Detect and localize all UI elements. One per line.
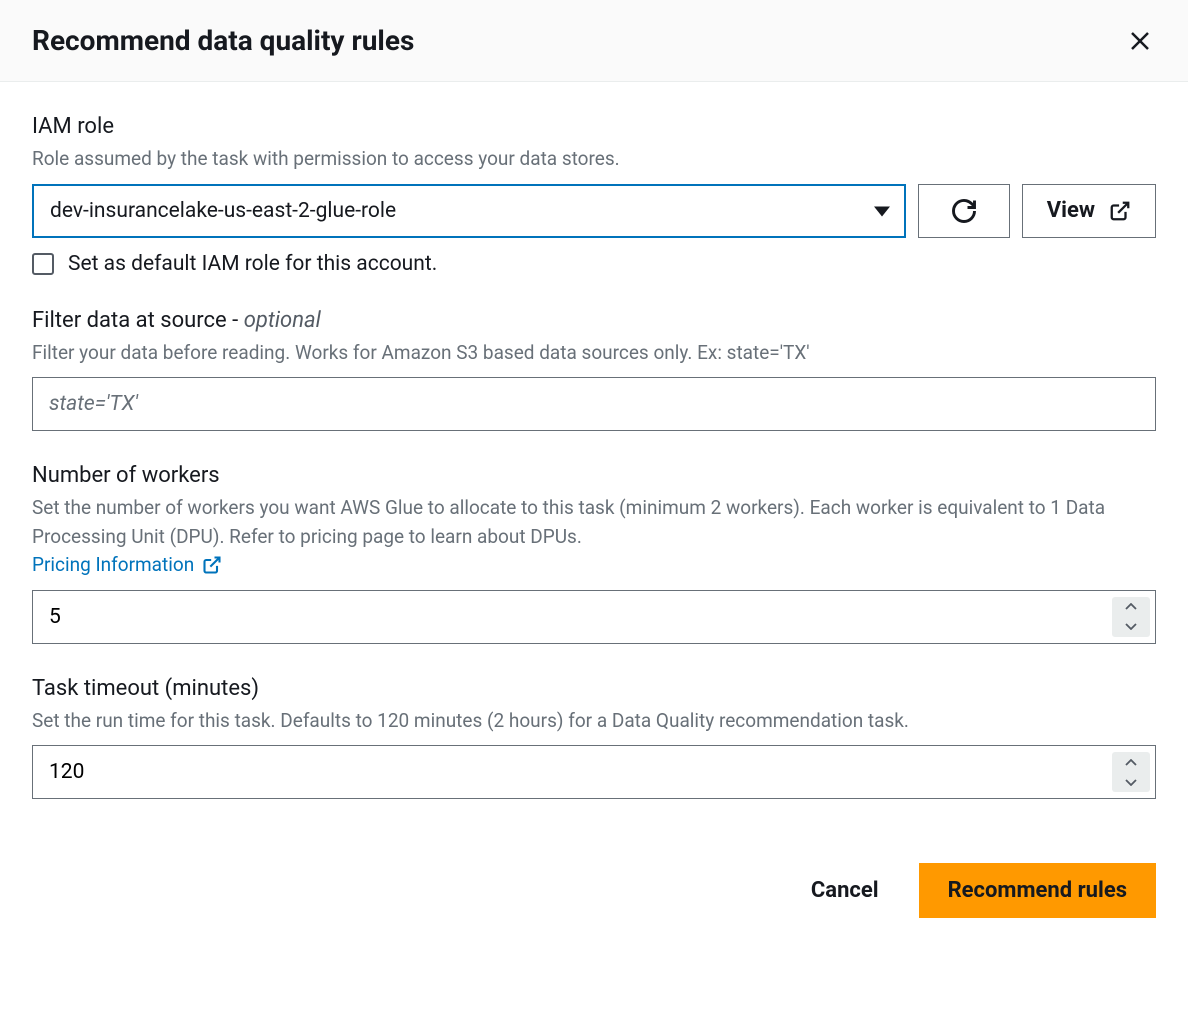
chevron-down-icon <box>1125 779 1137 786</box>
default-role-checkbox-label: Set as default IAM role for this account… <box>68 252 437 276</box>
chevron-up-icon <box>1125 603 1137 610</box>
workers-input[interactable] <box>32 590 1156 644</box>
filter-hint: Filter your data before reading. Works f… <box>32 339 1156 368</box>
timeout-group: Task timeout (minutes) Set the run time … <box>32 676 1156 800</box>
iam-role-hint: Role assumed by the task with permission… <box>32 145 1156 174</box>
workers-input-wrapper <box>32 590 1156 644</box>
timeout-hint: Set the run time for this task. Defaults… <box>32 707 1156 736</box>
view-button[interactable]: View <box>1022 184 1156 238</box>
external-link-icon <box>202 555 222 575</box>
workers-hint-text: Set the number of workers you want AWS G… <box>32 496 1105 548</box>
chevron-up-icon <box>1125 759 1137 766</box>
default-role-checkbox-row: Set as default IAM role for this account… <box>32 252 1156 276</box>
default-role-checkbox[interactable] <box>32 253 54 275</box>
workers-hint: Set the number of workers you want AWS G… <box>32 494 1156 580</box>
pricing-link[interactable]: Pricing Information <box>32 551 222 580</box>
refresh-button[interactable] <box>918 184 1010 238</box>
workers-step-down[interactable] <box>1112 617 1150 637</box>
chevron-down-icon <box>1125 623 1137 630</box>
dialog-content: IAM role Role assumed by the task with p… <box>0 82 1188 863</box>
external-link-icon <box>1109 200 1131 222</box>
timeout-step-down[interactable] <box>1112 772 1150 792</box>
timeout-input[interactable] <box>32 745 1156 799</box>
dialog-footer: Cancel Recommend rules <box>0 863 1188 950</box>
workers-stepper <box>1112 597 1150 637</box>
workers-step-up[interactable] <box>1112 597 1150 617</box>
filter-group: Filter data at source - optional Filter … <box>32 308 1156 432</box>
filter-input[interactable] <box>32 377 1156 431</box>
timeout-input-wrapper <box>32 745 1156 799</box>
iam-role-row: dev-insurancelake-us-east-2-glue-role Vi… <box>32 184 1156 238</box>
workers-label: Number of workers <box>32 463 1156 488</box>
view-button-label: View <box>1047 198 1095 223</box>
timeout-step-up[interactable] <box>1112 752 1150 772</box>
dialog-title: Recommend data quality rules <box>32 24 414 57</box>
recommend-rules-button[interactable]: Recommend rules <box>919 863 1156 918</box>
dialog-header: Recommend data quality rules <box>0 0 1188 82</box>
iam-role-select-wrapper: dev-insurancelake-us-east-2-glue-role <box>32 184 906 238</box>
refresh-icon <box>950 197 978 225</box>
cancel-button[interactable]: Cancel <box>791 864 899 917</box>
iam-role-select[interactable]: dev-insurancelake-us-east-2-glue-role <box>32 184 906 238</box>
filter-label: Filter data at source - optional <box>32 308 1156 333</box>
filter-label-optional: optional <box>244 308 321 333</box>
timeout-stepper <box>1112 752 1150 792</box>
iam-role-group: IAM role Role assumed by the task with p… <box>32 114 1156 276</box>
close-button[interactable] <box>1124 25 1156 57</box>
timeout-label: Task timeout (minutes) <box>32 676 1156 701</box>
workers-group: Number of workers Set the number of work… <box>32 463 1156 644</box>
filter-label-main: Filter data at source - <box>32 308 244 333</box>
pricing-link-label: Pricing Information <box>32 551 194 580</box>
iam-role-label: IAM role <box>32 114 1156 139</box>
close-icon <box>1128 29 1152 53</box>
